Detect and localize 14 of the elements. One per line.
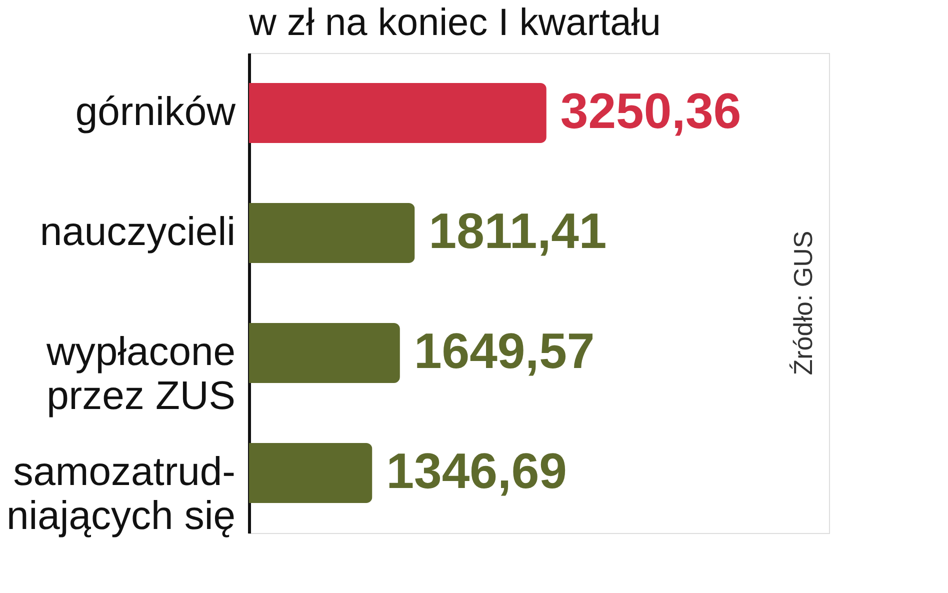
data-label: 1811,41	[428, 203, 607, 259]
bar	[249, 203, 415, 263]
chart-subtitle: w zł na koniec I kwartału	[248, 2, 661, 44]
bar	[249, 443, 372, 503]
text: Źródło: GUS	[788, 230, 818, 376]
data-label: 3250,36	[560, 83, 742, 139]
y-tick-label: wypłacone przez ZUS	[45, 330, 236, 418]
y-tick-label: górników	[75, 90, 236, 134]
data-label: 1346,69	[386, 443, 567, 499]
y-tick-label: nauczycieli	[40, 210, 236, 254]
bar	[249, 83, 546, 143]
y-tick-label: samozatrud- niających się	[6, 450, 236, 538]
data-label: 1649,57	[414, 323, 595, 379]
bar	[249, 323, 400, 383]
